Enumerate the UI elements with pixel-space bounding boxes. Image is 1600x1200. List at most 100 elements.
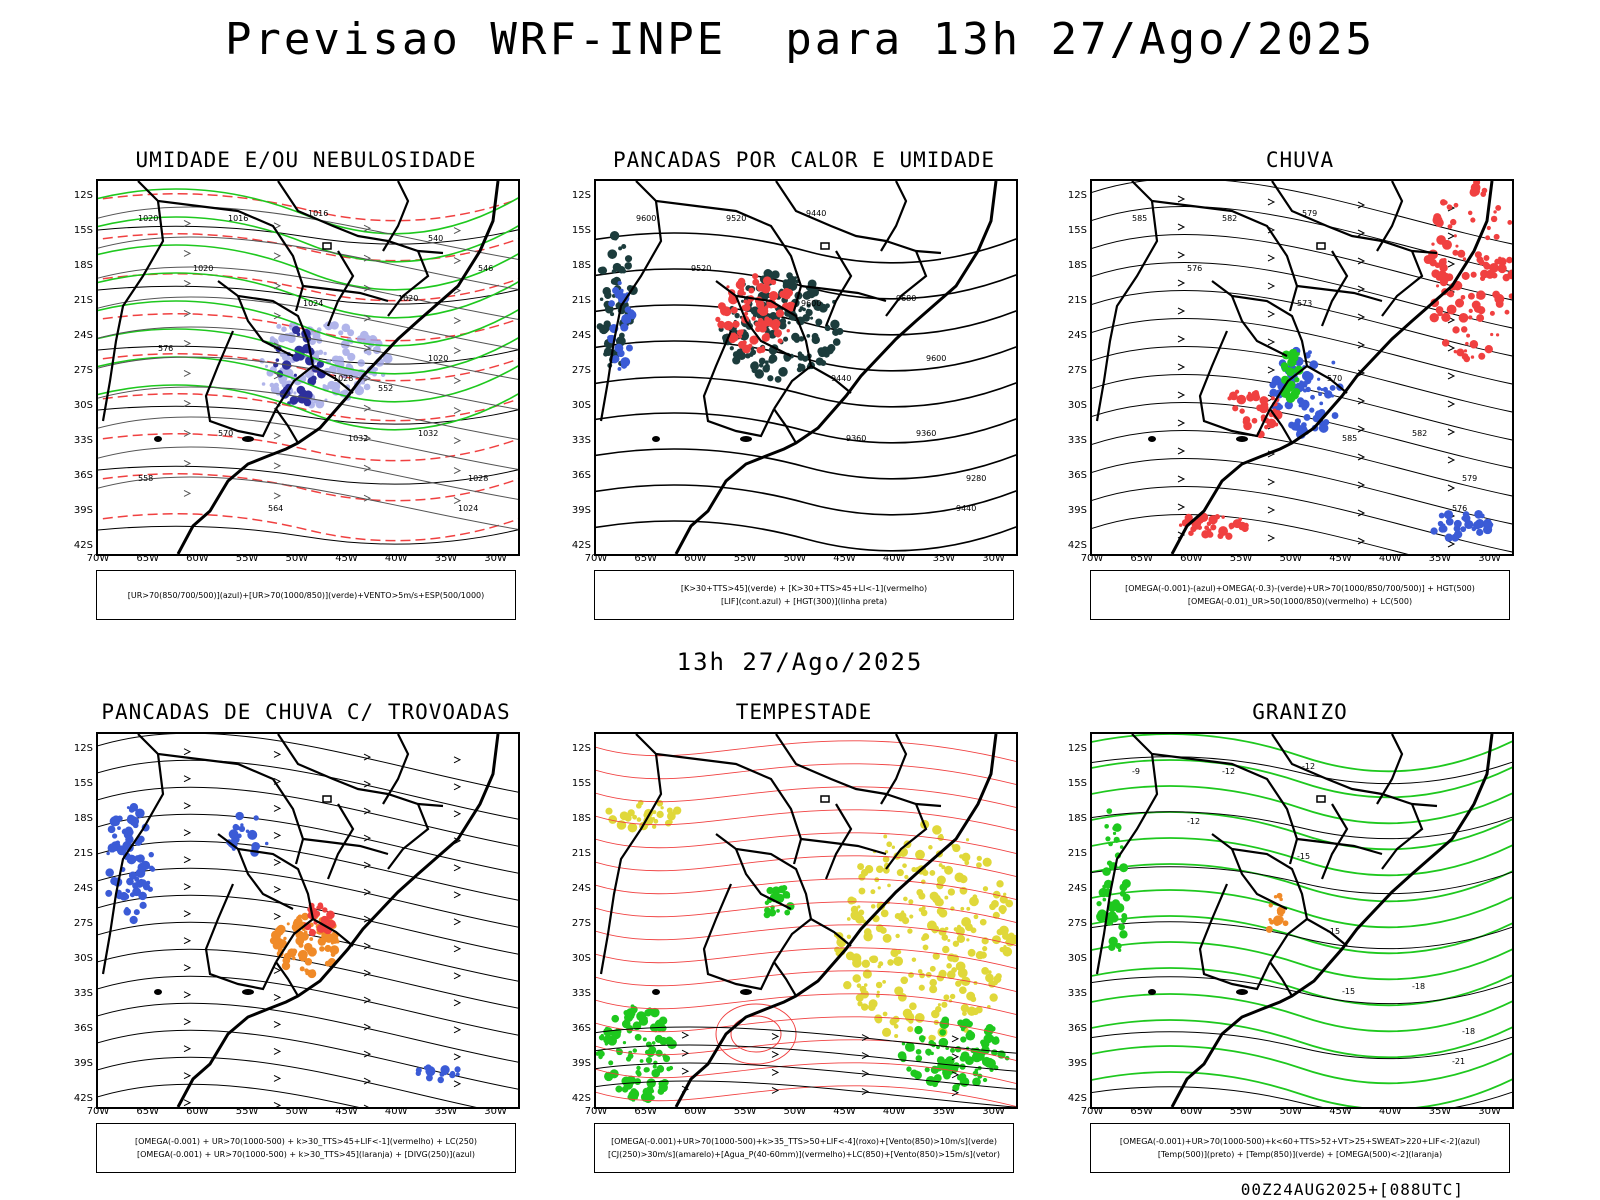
country-border — [1198, 330, 1271, 438]
contour-label: 570 — [218, 429, 233, 438]
longitude-label: 70W — [584, 553, 608, 564]
contour-label: 9520 — [726, 214, 746, 223]
panel-title: GRANIZO — [1252, 700, 1348, 724]
contour-label: 1016 — [308, 209, 328, 218]
country-border — [715, 833, 813, 963]
latitude-label: 27S — [571, 365, 591, 376]
latitude-label: 12S — [73, 743, 93, 754]
contour-label: 1020 — [193, 264, 213, 273]
lake — [820, 795, 830, 803]
contour-label: 564 — [268, 504, 283, 513]
contour-label: 552 — [378, 384, 393, 393]
country-border — [1381, 250, 1424, 317]
country-border — [1131, 734, 1299, 865]
coastline — [176, 734, 500, 1107]
country-border — [137, 181, 305, 312]
longitude-label: 55W — [733, 553, 757, 564]
longitude-label: 30W — [484, 1106, 507, 1117]
longitude-label: 45W — [1329, 553, 1352, 564]
latitude-label: 33S — [1067, 988, 1087, 999]
longitude-label: 40W — [1378, 553, 1402, 564]
lif-blue-contour — [607, 280, 637, 371]
latitude-label: 12S — [1067, 190, 1087, 201]
cyclone-circulation — [715, 1003, 797, 1065]
country-border — [387, 803, 430, 870]
panel-legend: [UR>70(850/700/500)](azul)+[UR>70(1000/8… — [96, 570, 516, 620]
lake — [740, 989, 752, 995]
longitude-label: 50W — [1279, 1106, 1303, 1117]
panel-legend: [OMEGA(-0.001) + UR>70(1000-500) + k>30_… — [96, 1123, 516, 1173]
longitude-label: 55W — [235, 553, 259, 564]
country-border — [824, 250, 853, 327]
country-border — [1230, 848, 1288, 910]
country-border — [810, 918, 852, 947]
country-border — [101, 753, 165, 975]
contour-label: 9360 — [916, 429, 936, 438]
latitude-label: 27S — [73, 918, 93, 929]
wind850-green-area-west — [596, 1004, 677, 1104]
wind-vectors — [98, 206, 518, 530]
country-border — [1296, 837, 1383, 856]
country-border — [275, 961, 299, 997]
longitude-label: 55W — [235, 1106, 259, 1117]
legend-line: [Temp(500)](preto) + [Temp(850)](verde) … — [1157, 1150, 1443, 1159]
country-border — [1306, 918, 1348, 947]
map-frame: 585 582 579 576 573 570 585 582 579 576 — [1090, 179, 1514, 556]
latitude-label: 33S — [1067, 435, 1087, 446]
humidity-green-contours — [98, 188, 518, 431]
country-border — [880, 181, 908, 252]
country-border — [1296, 284, 1383, 303]
lake — [1236, 989, 1248, 995]
country-border — [275, 408, 299, 444]
latitude-label: 33S — [73, 988, 93, 999]
hgt500-contours — [1092, 181, 1512, 554]
divg-blue-area-west — [105, 803, 156, 925]
country-border — [702, 330, 775, 438]
latitude-label: 36S — [73, 470, 93, 481]
map-canvas: 9600 9520 9440 9520 9600 9440 9360 9360 9280 9440… — [596, 181, 1016, 554]
country-border — [635, 734, 803, 865]
lake — [740, 436, 752, 442]
contour-label: 1016 — [228, 214, 248, 223]
lc250-streamlines — [98, 734, 518, 1107]
longitude-label: 60W — [1180, 1106, 1203, 1117]
lake — [1316, 242, 1326, 250]
contour-label: 9520 — [691, 264, 711, 273]
latitude-label: 42S — [1067, 1093, 1087, 1104]
country-border — [734, 848, 792, 910]
map-frame: 1020 1016 1016 1020 1024 1028 1032 1032 1028 1024… — [96, 179, 520, 556]
wind850-vectors — [596, 1026, 1016, 1107]
longitude-label: 50W — [783, 553, 807, 564]
main-title: Previsao WRF-INPE para 13h 27/Ago/2025 — [224, 14, 1376, 65]
latitude-label: 15S — [571, 225, 591, 236]
latitude-label: 21S — [1067, 848, 1087, 859]
contour-label: 1020 — [138, 214, 158, 223]
legend-line: [OMEGA(-0.001)+UR>70(1000-500)+k>35_TTS>… — [611, 1137, 997, 1146]
latitude-label: 24S — [1067, 883, 1087, 894]
heat-humidity-green-area — [718, 269, 844, 383]
panel-legend: [OMEGA(-0.001)+UR>70(1000-500)+k>35_TTS>… — [594, 1123, 1014, 1173]
omega500-orange-area — [1265, 892, 1289, 933]
country-border — [326, 250, 355, 327]
lake — [242, 436, 254, 442]
thickness-contours — [98, 193, 518, 542]
country-border — [810, 365, 852, 394]
legend-line: [K>30+TTS>45](verde) + [K>30+TTS>45+LI<-… — [680, 584, 928, 593]
panel-legend: [K>30+TTS>45](verde) + [K>30+TTS>45+LI<-… — [594, 570, 1014, 620]
contour-label: -18 — [1462, 1027, 1475, 1036]
lake — [322, 795, 332, 803]
longitude-label: 60W — [186, 1106, 209, 1117]
latitude-label: 33S — [571, 435, 591, 446]
latitude-label: 33S — [73, 435, 93, 446]
contour-label: 1032 — [348, 434, 368, 443]
latitude-label: 30S — [1067, 953, 1087, 964]
country-border — [715, 280, 813, 410]
longitude-label: 45W — [335, 1106, 358, 1117]
latitude-label: 36S — [1067, 470, 1087, 481]
map-canvas: 585 582 579 576 573 570 585 582 579 576 — [1092, 181, 1512, 554]
legend-line: [OMEGA(-0.001) + UR>70(1000-500) + k>30_… — [134, 1137, 478, 1146]
coastline — [674, 181, 998, 554]
map-canvas — [596, 734, 1016, 1107]
contour-label: 570 — [1327, 374, 1342, 383]
latitude-label: 36S — [571, 470, 591, 481]
